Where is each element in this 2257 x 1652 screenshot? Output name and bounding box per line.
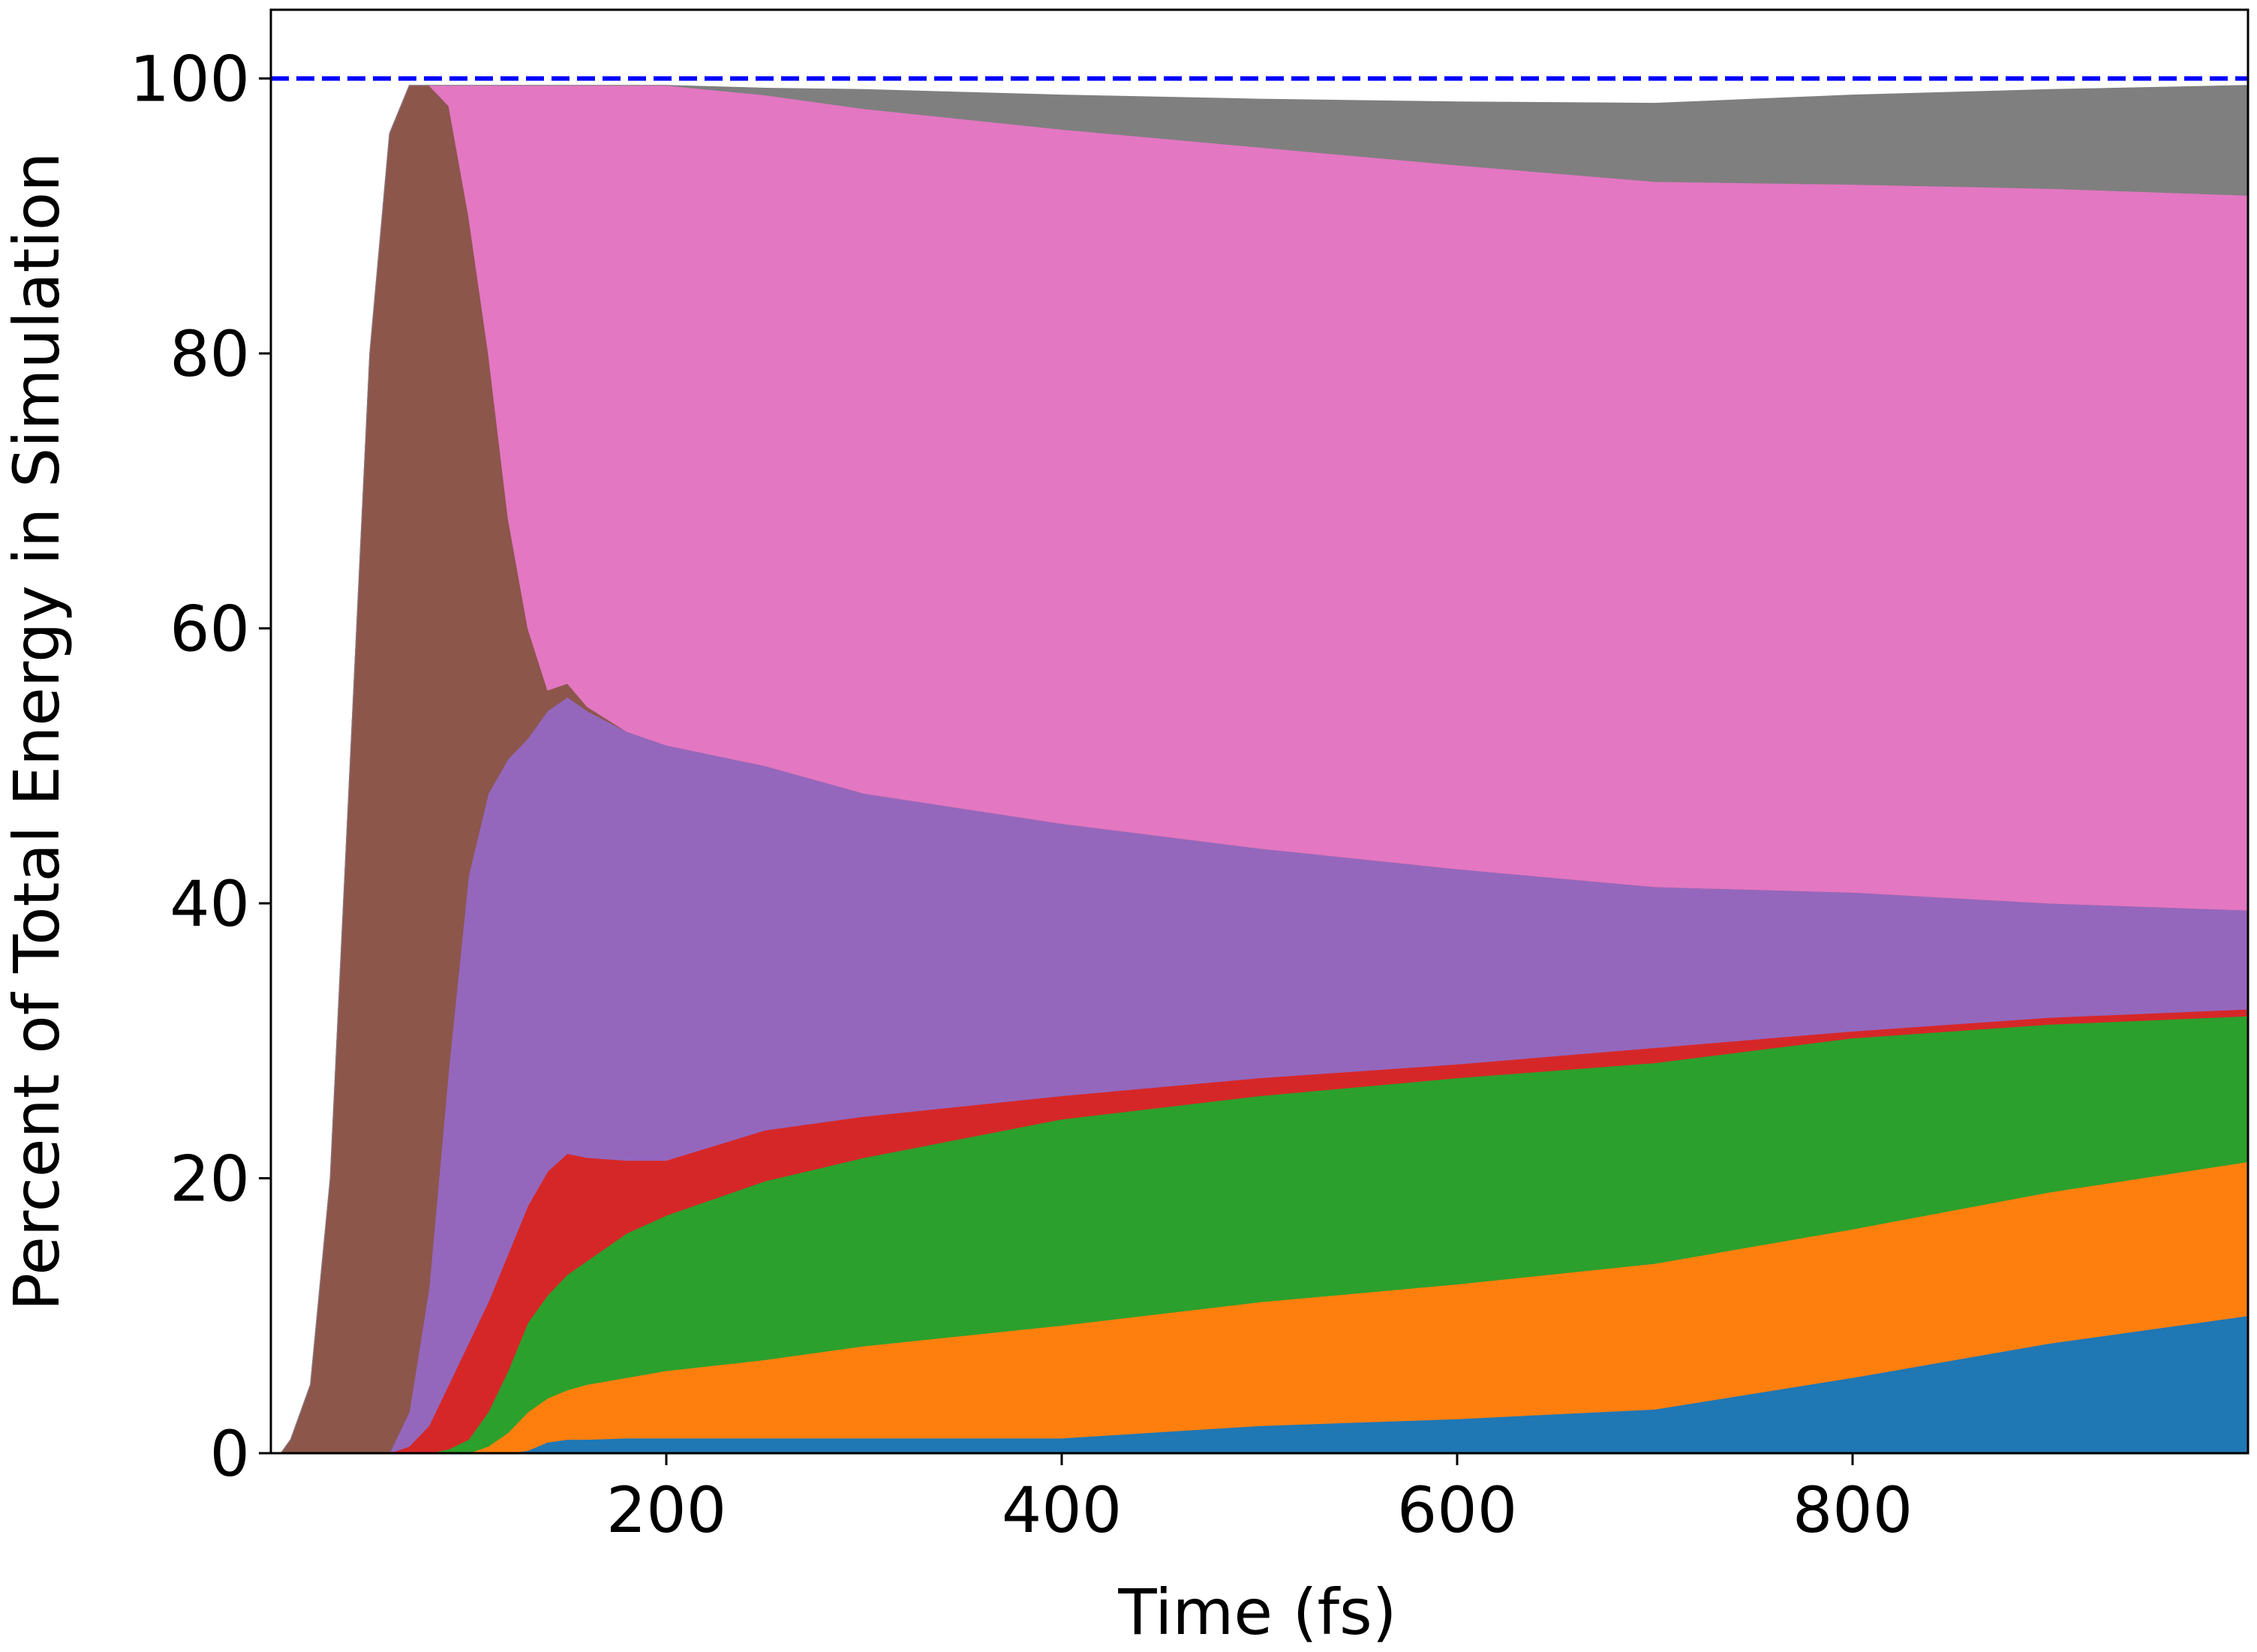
y-tick-label: 60 xyxy=(170,593,250,666)
x-axis-label: Time (fs) xyxy=(1117,1575,1396,1649)
y-tick-label: 40 xyxy=(170,867,250,941)
plot-area xyxy=(281,86,2248,1453)
y-tick-label: 0 xyxy=(210,1417,250,1491)
x-tick-label: 200 xyxy=(606,1473,726,1547)
y-axis-label: Percent of Total Energy in Simulation xyxy=(0,152,74,1311)
x-tick-label: 600 xyxy=(1397,1473,1517,1547)
y-tick-label: 80 xyxy=(170,317,250,391)
x-tick-label: 400 xyxy=(1002,1473,1122,1547)
x-tick-label: 800 xyxy=(1793,1473,1913,1547)
y-tick-label: 20 xyxy=(170,1143,250,1216)
y-tick-label: 100 xyxy=(130,43,250,116)
